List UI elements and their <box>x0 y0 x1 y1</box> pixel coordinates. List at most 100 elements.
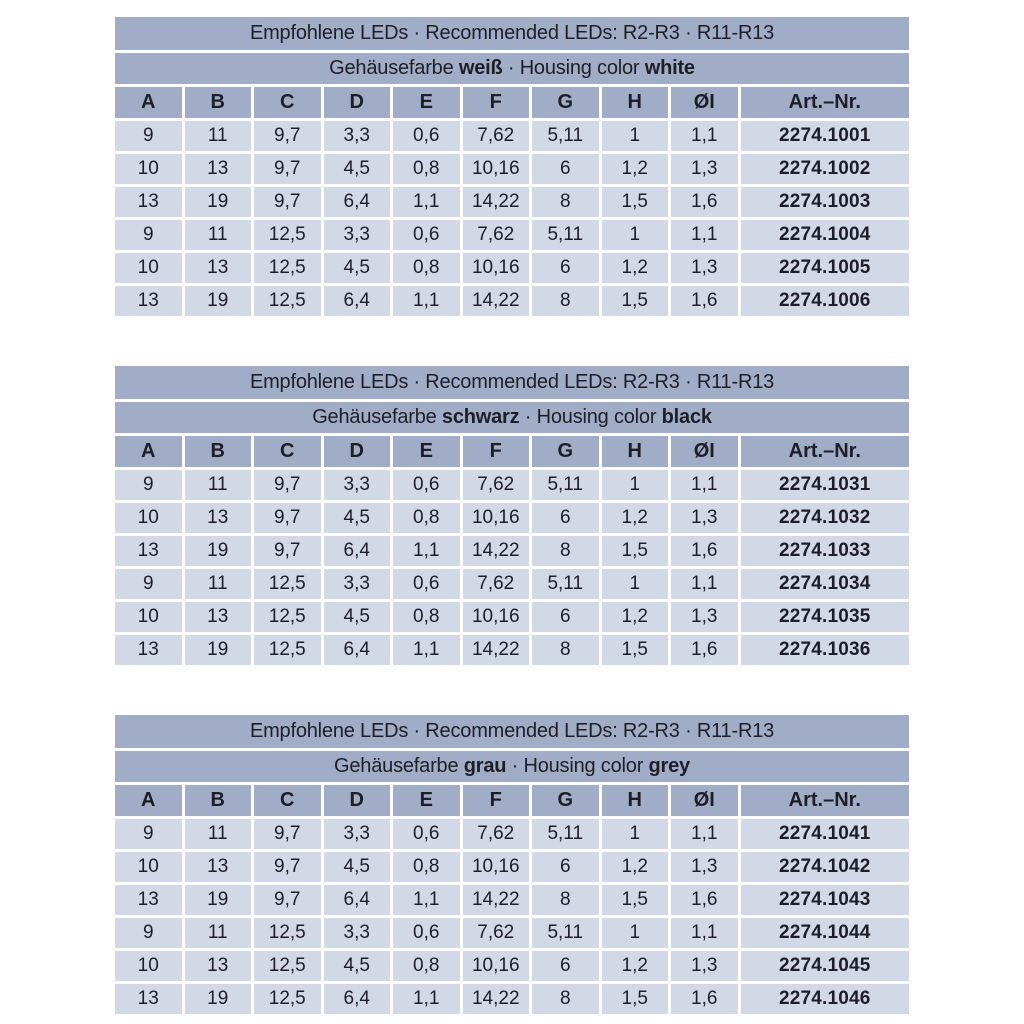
column-header-d: D <box>323 436 390 467</box>
art-nr-cell: 2274.1035 <box>740 602 909 632</box>
dimension-cell: 7,62 <box>462 918 529 948</box>
dimension-cell: 1,3 <box>671 852 738 882</box>
art-nr-cell: 2274.1044 <box>740 918 909 948</box>
dimension-cell: 1,3 <box>671 951 738 981</box>
dimension-cell: 14,22 <box>462 984 529 1014</box>
dimension-cell: 7,62 <box>462 121 529 151</box>
dimension-cell: 0,8 <box>393 503 460 533</box>
dimension-cell: 1,6 <box>671 286 738 316</box>
dimension-cell: 9 <box>115 569 182 599</box>
dimension-cell: 9,7 <box>254 536 321 566</box>
table-body: 9 11 9,7 3,3 0,6 7,62 5,11 1 1,1 2274.1041 10 13 9,7… <box>115 819 909 1014</box>
dimension-cell: 0,6 <box>393 918 460 948</box>
dimension-cell: 3,3 <box>323 569 390 599</box>
column-header-art-nr: Art.–Nr. <box>740 785 909 816</box>
dimension-cell: 14,22 <box>462 187 529 217</box>
art-nr-cell: 2274.1004 <box>740 220 909 250</box>
dimension-cell: 1,5 <box>601 286 668 316</box>
dimension-cell: 5,11 <box>532 121 599 151</box>
column-header-b: B <box>184 785 251 816</box>
dimension-cell: 10,16 <box>462 154 529 184</box>
dimension-cell: 10 <box>115 253 182 283</box>
dimension-cell: 6 <box>532 852 599 882</box>
dimension-cell: 9,7 <box>254 187 321 217</box>
art-nr-cell: 2274.1031 <box>740 470 909 500</box>
dimension-cell: 9,7 <box>254 852 321 882</box>
dimension-cell: 1,1 <box>393 536 460 566</box>
dimension-cell: 13 <box>115 885 182 915</box>
dimension-cell: 1,6 <box>671 984 738 1014</box>
dimension-cell: 5,11 <box>532 220 599 250</box>
dimension-cell: 9,7 <box>254 503 321 533</box>
dimension-cell: 11 <box>184 569 251 599</box>
dimension-cell: 3,3 <box>323 121 390 151</box>
dimension-cell: 10 <box>115 602 182 632</box>
dimension-cell: 13 <box>115 187 182 217</box>
dimension-cell: 1 <box>601 569 668 599</box>
dimension-cell: 10 <box>115 852 182 882</box>
dimension-cell: 13 <box>184 503 251 533</box>
dimension-cell: 1,5 <box>601 187 668 217</box>
dimension-cell: 1,5 <box>601 885 668 915</box>
column-header-øi: ØI <box>671 436 738 467</box>
dimension-cell: 12,5 <box>254 984 321 1014</box>
dimension-cell: 0,6 <box>393 121 460 151</box>
column-header-d: D <box>323 785 390 816</box>
dimension-cell: 9,7 <box>254 819 321 849</box>
dimension-cell: 1,1 <box>393 187 460 217</box>
dimension-cell: 8 <box>532 536 599 566</box>
table-title: Empfohlene LEDs · Recommended LEDs: R2-R… <box>115 715 909 748</box>
dimension-cell: 0,6 <box>393 470 460 500</box>
dimension-cell: 1,3 <box>671 253 738 283</box>
dimension-cell: 3,3 <box>323 470 390 500</box>
dimension-cell: 12,5 <box>254 253 321 283</box>
table-row: 9 11 12,5 3,3 0,6 7,62 5,11 1 1,1 2274.1004 <box>115 220 909 250</box>
dimension-cell: 12,5 <box>254 918 321 948</box>
column-header-c: C <box>254 436 321 467</box>
dimension-cell: 1,5 <box>601 984 668 1014</box>
art-nr-cell: 2274.1005 <box>740 253 909 283</box>
dimension-cell: 1,5 <box>601 635 668 665</box>
dimension-cell: 13 <box>184 852 251 882</box>
dimension-cell: 8 <box>532 286 599 316</box>
dimension-cell: 1,1 <box>393 635 460 665</box>
dimension-cell: 4,5 <box>323 852 390 882</box>
dimension-cell: 6,4 <box>323 635 390 665</box>
dimension-cell: 9,7 <box>254 154 321 184</box>
dimension-cell: 13 <box>115 286 182 316</box>
dimension-cell: 6 <box>532 154 599 184</box>
dimension-cell: 6 <box>532 951 599 981</box>
dimension-cell: 1,6 <box>671 536 738 566</box>
table-row: 13 19 12,5 6,4 1,1 14,22 8 1,5 1,6 2274.1036 <box>115 635 909 665</box>
dimension-cell: 1,1 <box>671 220 738 250</box>
dimension-cell: 1,2 <box>601 852 668 882</box>
art-nr-cell: 2274.1046 <box>740 984 909 1014</box>
dimension-cell: 12,5 <box>254 220 321 250</box>
dimension-cell: 4,5 <box>323 253 390 283</box>
subheader-mid: · Housing color <box>502 57 645 79</box>
dimension-cell: 9,7 <box>254 121 321 151</box>
column-header-h: H <box>601 785 668 816</box>
column-header-f: F <box>462 785 529 816</box>
column-header-g: G <box>532 785 599 816</box>
dimension-cell: 0,6 <box>393 569 460 599</box>
dimension-cell: 4,5 <box>323 951 390 981</box>
dimension-cell: 14,22 <box>462 885 529 915</box>
dimension-cell: 1,2 <box>601 154 668 184</box>
dimension-cell: 8 <box>532 187 599 217</box>
dimension-cell: 7,62 <box>462 470 529 500</box>
table-row: 9 11 9,7 3,3 0,6 7,62 5,11 1 1,1 2274.1041 <box>115 819 909 849</box>
art-nr-cell: 2274.1042 <box>740 852 909 882</box>
dimension-cell: 1,3 <box>671 154 738 184</box>
dimension-cell: 8 <box>532 984 599 1014</box>
dimension-cell: 13 <box>115 536 182 566</box>
dimension-cell: 4,5 <box>323 154 390 184</box>
dimension-cell: 9 <box>115 220 182 250</box>
table-row: 10 13 9,7 4,5 0,8 10,16 6 1,2 1,3 2274.1042 <box>115 852 909 882</box>
table-subheader: Gehäusefarbe schwarz · Housing color bla… <box>115 402 909 433</box>
dimension-cell: 1,1 <box>671 470 738 500</box>
table-row: 9 11 12,5 3,3 0,6 7,62 5,11 1 1,1 2274.1044 <box>115 918 909 948</box>
dimension-cell: 10,16 <box>462 253 529 283</box>
dimension-cell: 1,6 <box>671 187 738 217</box>
